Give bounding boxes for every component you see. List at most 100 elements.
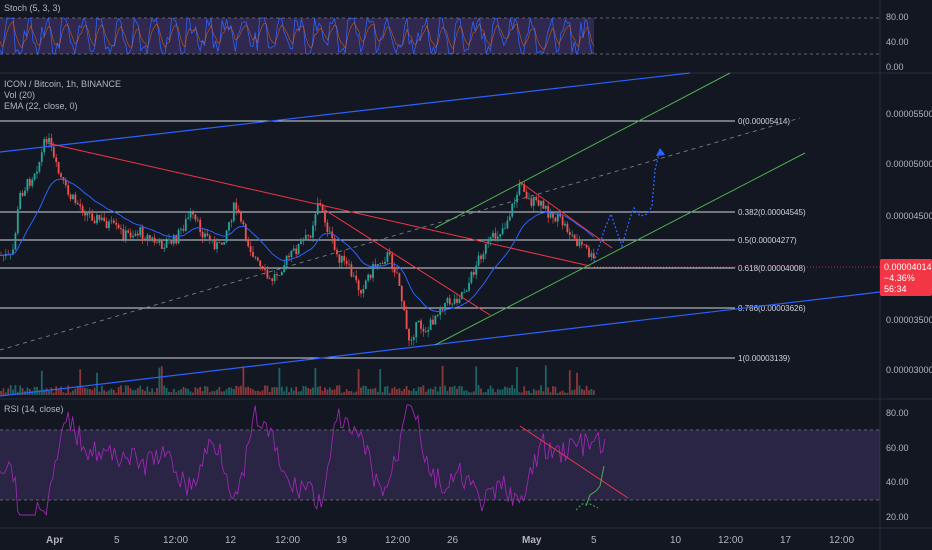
candle-body — [446, 298, 449, 303]
candle-body — [122, 229, 125, 240]
volume-bar — [482, 392, 485, 395]
candle-body — [544, 205, 547, 209]
dashed-midline[interactable] — [0, 117, 801, 351]
rsi-label: RSI (14, close) — [4, 404, 64, 414]
price-tick: 0.00003500 — [886, 315, 932, 325]
candle-body — [578, 241, 581, 246]
candle-body — [98, 214, 101, 220]
candle-body — [300, 241, 302, 245]
candle-body — [576, 238, 578, 246]
candle-body — [448, 298, 451, 305]
price-tick: 0.00005500 — [886, 109, 932, 119]
candle-body — [583, 244, 586, 246]
time-tick: 5 — [591, 535, 597, 546]
candle-body — [288, 255, 290, 258]
candle-body — [412, 337, 415, 340]
volume-bar — [576, 372, 578, 395]
volume-bar — [468, 392, 470, 395]
volume-bar — [410, 390, 413, 395]
volume-bar — [520, 392, 523, 395]
volume-bar — [160, 366, 163, 395]
lower-green-channel[interactable] — [434, 152, 806, 346]
volume-bar — [223, 391, 226, 395]
candle-body — [141, 227, 144, 239]
upper-blue-trendline[interactable] — [0, 72, 691, 153]
volume-bar — [141, 389, 144, 395]
lower-blue-trendline[interactable] — [0, 291, 881, 397]
red-downtrend-line[interactable] — [46, 142, 591, 267]
candle-body — [170, 239, 173, 244]
volume-bar — [38, 390, 41, 395]
volume-bar — [204, 386, 206, 395]
volume-bar — [19, 385, 22, 395]
volume-bar — [427, 389, 430, 395]
candle-body — [228, 222, 230, 231]
volume-bar — [429, 388, 432, 395]
fibonacci-retracement: 0(0.00005414) 0.382(0.00004545) 0.5(0.00… — [0, 117, 806, 363]
candle-body — [247, 239, 250, 247]
candle-body — [156, 242, 158, 244]
volume-bar — [26, 387, 29, 395]
candle-body — [482, 253, 485, 260]
volume-indicator-label[interactable]: Vol (20) — [4, 90, 35, 100]
volume-bar — [276, 387, 278, 395]
volume-bar — [506, 387, 509, 395]
volume-bar — [504, 386, 506, 395]
candle-body — [453, 298, 456, 304]
ema-indicator-label[interactable]: EMA (22, close, 0) — [4, 101, 78, 111]
candle-body — [57, 162, 60, 174]
candle-body — [513, 202, 516, 204]
upper-green-channel[interactable] — [434, 72, 731, 229]
candle-body — [249, 246, 252, 252]
candle-body — [115, 222, 118, 225]
rsi-downtrend-line[interactable] — [519, 425, 629, 499]
candle-body — [314, 214, 317, 226]
candle-body — [158, 239, 161, 243]
candle-body — [38, 161, 41, 172]
volume-bar — [544, 365, 547, 395]
volume-bar — [110, 388, 113, 395]
candle-body — [381, 263, 384, 265]
volume-bar — [213, 391, 216, 395]
candle-body — [343, 255, 346, 261]
volume-bar — [549, 392, 552, 395]
volume-bar — [170, 392, 173, 395]
volume-bar — [302, 386, 305, 395]
symbol-title[interactable]: ICON / Bitcoin, 1h, BINANCE — [4, 79, 121, 89]
volume-bar — [122, 392, 125, 395]
current-price-change: −4.36% — [884, 273, 915, 283]
time-tick: 17 — [780, 535, 792, 546]
volume-bar — [228, 387, 230, 395]
time-tick: Apr — [46, 535, 63, 546]
volume-bar — [578, 385, 581, 395]
red-downtrend-line[interactable] — [324, 209, 491, 316]
price-tick: 0.00003000 — [886, 365, 932, 375]
volume-bar — [343, 392, 346, 395]
candle-body — [237, 209, 240, 212]
volume-bar — [480, 388, 482, 395]
candle-body — [196, 219, 199, 221]
candle-body — [184, 219, 187, 231]
candle-body — [393, 267, 396, 273]
candle-body — [91, 213, 94, 221]
volume-bar — [264, 385, 266, 395]
volume-bar — [268, 392, 271, 395]
volume-bar — [91, 390, 94, 395]
candle-body — [136, 233, 139, 236]
stoch-tick: 80.00 — [886, 12, 909, 22]
candle-body — [295, 248, 298, 255]
volume-bar — [158, 367, 161, 395]
candle-body — [273, 274, 276, 281]
candle-body — [523, 184, 526, 192]
red-downtrend-line[interactable] — [519, 181, 613, 249]
candle-body — [427, 330, 430, 332]
volume-bar — [518, 392, 521, 395]
volume-bar — [312, 387, 314, 395]
candle-body — [254, 256, 257, 258]
volume-bar — [196, 388, 199, 395]
candle-body — [19, 192, 22, 210]
candle-body — [379, 263, 382, 265]
candle-body — [74, 194, 77, 203]
candle-body — [165, 240, 168, 248]
